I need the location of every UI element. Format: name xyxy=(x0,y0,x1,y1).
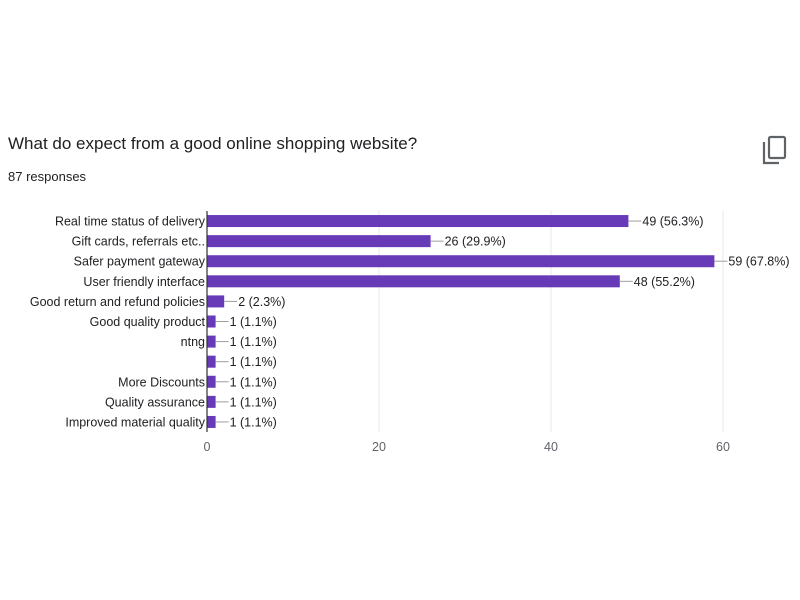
copy-icon xyxy=(762,135,787,165)
value-label: 26 (29.9%) xyxy=(445,235,506,249)
value-label: 1 (1.1%) xyxy=(230,375,277,389)
category-label: More Discounts xyxy=(118,375,205,389)
x-tick-label: 60 xyxy=(716,440,730,454)
category-label: ntng xyxy=(181,335,205,349)
category-label: Good return and refund policies xyxy=(30,295,205,309)
x-tick-label: 0 xyxy=(204,440,211,454)
value-label: 1 (1.1%) xyxy=(230,315,277,329)
bar xyxy=(207,215,629,228)
category-label: Gift cards, referrals etc.. xyxy=(72,235,205,249)
x-tick-label: 20 xyxy=(372,440,386,454)
bar xyxy=(207,395,216,408)
value-label: 48 (55.2%) xyxy=(634,275,695,289)
category-label: Real time status of delivery xyxy=(55,215,206,229)
bar xyxy=(207,295,225,308)
bar xyxy=(207,375,216,388)
category-label: Quality assurance xyxy=(105,395,205,409)
x-tick-label: 40 xyxy=(544,440,558,454)
response-count: 87 responses xyxy=(8,169,87,184)
value-label: 1 (1.1%) xyxy=(230,415,277,429)
value-label: 2 (2.3%) xyxy=(238,295,285,309)
bar xyxy=(207,255,715,268)
bar xyxy=(207,335,216,348)
value-label: 1 (1.1%) xyxy=(230,395,277,409)
value-label: 49 (56.3%) xyxy=(642,215,703,229)
bar xyxy=(207,415,216,428)
category-label: User friendly interface xyxy=(83,275,205,289)
value-label: 1 (1.1%) xyxy=(230,355,277,369)
copy-chart-button[interactable] xyxy=(760,134,792,168)
category-label: Safer payment gateway xyxy=(74,255,206,269)
bar xyxy=(207,275,620,288)
bar xyxy=(207,235,431,248)
value-label: 1 (1.1%) xyxy=(230,335,277,349)
value-label: 59 (67.8%) xyxy=(728,255,789,269)
question-title: What do expect from a good online shoppi… xyxy=(8,134,418,153)
bar xyxy=(207,315,216,328)
category-label: Improved material quality xyxy=(65,415,205,429)
category-label: Good quality product xyxy=(90,315,206,329)
bar xyxy=(207,355,216,368)
